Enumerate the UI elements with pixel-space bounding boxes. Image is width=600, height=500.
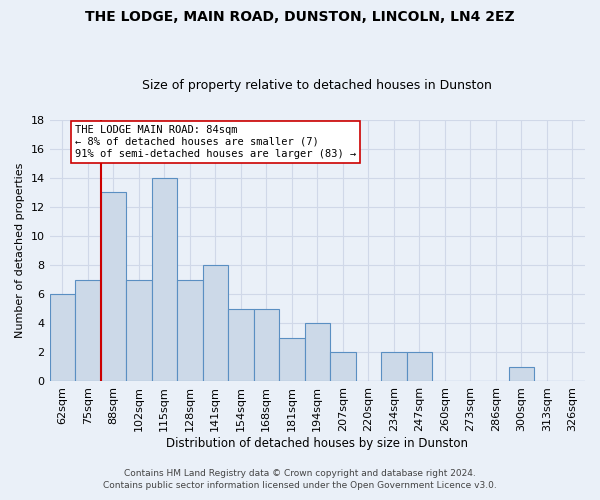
Text: THE LODGE MAIN ROAD: 84sqm
← 8% of detached houses are smaller (7)
91% of semi-d: THE LODGE MAIN ROAD: 84sqm ← 8% of detac… [75,126,356,158]
Title: Size of property relative to detached houses in Dunston: Size of property relative to detached ho… [142,79,492,92]
Bar [126,280,152,382]
Bar [152,178,177,382]
Bar [279,338,305,382]
Bar [101,192,126,382]
Bar [509,367,534,382]
Bar [203,265,228,382]
X-axis label: Distribution of detached houses by size in Dunston: Distribution of detached houses by size … [166,437,468,450]
Bar [50,294,75,382]
Bar [330,352,356,382]
Text: Contains HM Land Registry data © Crown copyright and database right 2024.
Contai: Contains HM Land Registry data © Crown c… [103,468,497,490]
Bar [75,280,101,382]
Bar [254,308,279,382]
Bar [407,352,432,382]
Bar [177,280,203,382]
Bar [305,324,330,382]
Text: THE LODGE, MAIN ROAD, DUNSTON, LINCOLN, LN4 2EZ: THE LODGE, MAIN ROAD, DUNSTON, LINCOLN, … [85,10,515,24]
Y-axis label: Number of detached properties: Number of detached properties [15,163,25,338]
Bar [381,352,407,382]
Bar [228,308,254,382]
